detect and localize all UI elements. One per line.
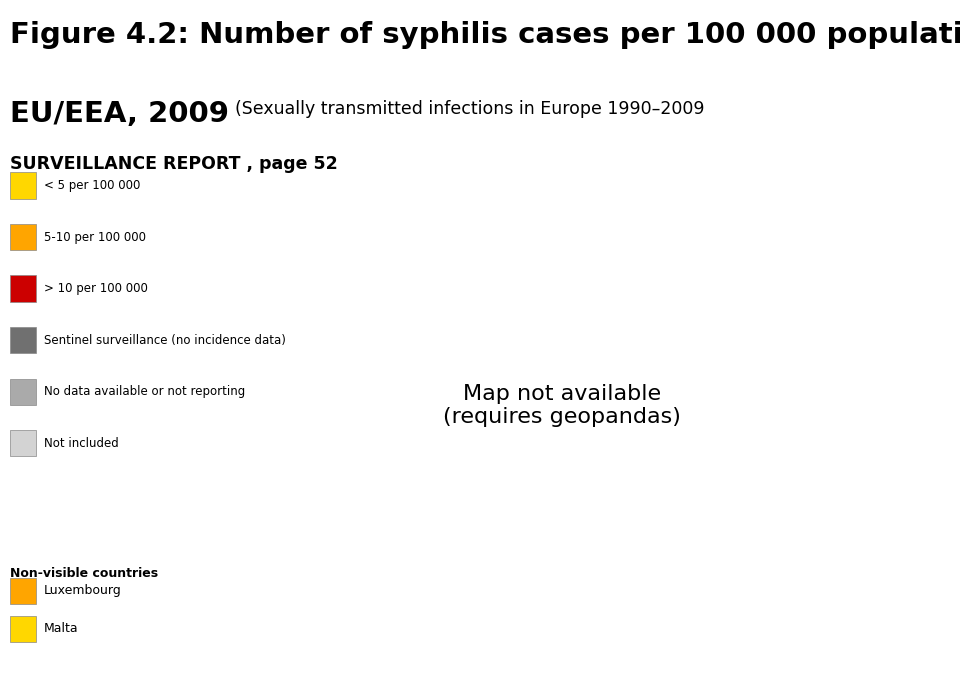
Text: < 5 per 100 000: < 5 per 100 000 bbox=[44, 179, 140, 192]
Text: Map not available
(requires geopandas): Map not available (requires geopandas) bbox=[443, 384, 681, 427]
Text: Sentinel surveillance (no incidence data): Sentinel surveillance (no incidence data… bbox=[44, 334, 286, 346]
Text: Luxembourg: Luxembourg bbox=[44, 585, 122, 597]
Text: Figure 4.2: Number of syphilis cases per 100 000 population,: Figure 4.2: Number of syphilis cases per… bbox=[10, 21, 960, 49]
Text: No data available or not reporting: No data available or not reporting bbox=[44, 385, 246, 398]
Text: 5-10 per 100 000: 5-10 per 100 000 bbox=[44, 231, 146, 243]
Text: SURVEILLANCE REPORT , page 52: SURVEILLANCE REPORT , page 52 bbox=[10, 155, 337, 172]
Text: (Sexually transmitted infections in Europe 1990–2009: (Sexually transmitted infections in Euro… bbox=[235, 100, 705, 117]
Text: Non-visible countries: Non-visible countries bbox=[10, 567, 157, 580]
Text: > 10 per 100 000: > 10 per 100 000 bbox=[44, 282, 148, 295]
Text: Not included: Not included bbox=[44, 437, 119, 449]
Text: Malta: Malta bbox=[44, 622, 79, 635]
Text: EU/EEA, 2009: EU/EEA, 2009 bbox=[10, 100, 228, 128]
